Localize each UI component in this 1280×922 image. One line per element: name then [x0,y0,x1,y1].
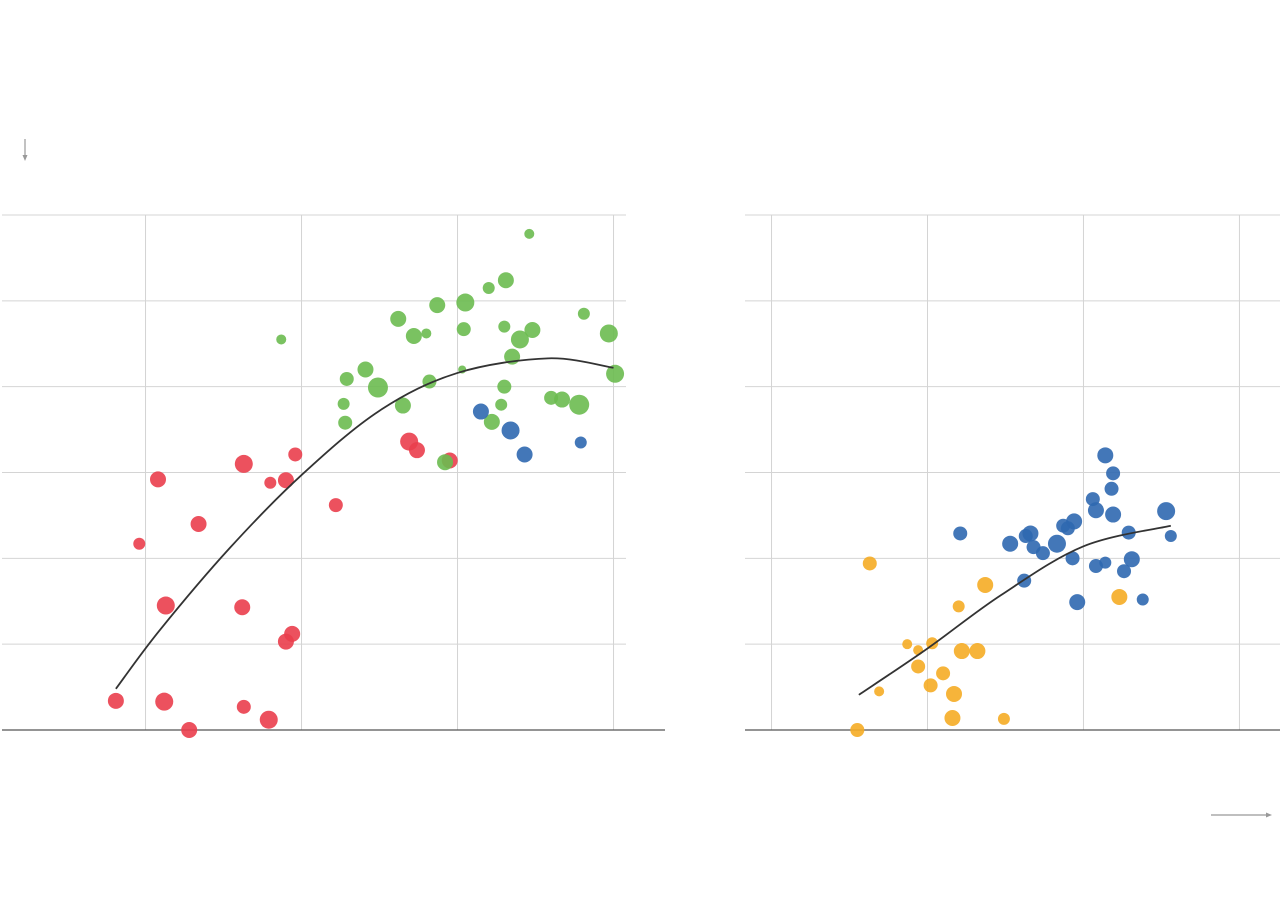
bubble [923,678,938,693]
bubble [259,710,278,729]
bubble [156,596,175,615]
bubble [155,692,174,711]
bubble [953,643,970,660]
bubble [1104,481,1119,496]
bubble [902,639,913,650]
bubble [510,330,529,349]
bubble [1069,594,1086,611]
bubble [1002,535,1019,552]
bubble [497,272,514,289]
bubble [288,447,303,462]
bubble [328,498,343,513]
bubble [577,307,590,320]
bubble [1157,502,1176,521]
bubble [234,599,251,616]
bubble [1047,534,1066,553]
bubble [190,516,207,532]
bubble [107,692,124,709]
bubble [405,328,422,345]
bubble [1136,593,1149,606]
bubble [284,625,301,642]
bubble [516,446,533,463]
bubble [277,472,294,489]
bubble [1065,551,1080,566]
bubble [264,476,277,489]
bubble [495,398,508,411]
bubble [472,403,489,420]
bubble [498,320,511,333]
bubble [276,334,287,345]
bubble [394,397,411,414]
bubble [456,293,475,312]
bubble [357,361,374,378]
bubble [408,442,425,459]
bubble [390,310,407,327]
bubble [874,686,885,697]
bubble [913,645,924,656]
bubble [969,643,986,660]
bubble [1105,506,1122,523]
bubble [1121,525,1136,540]
bubble [997,712,1010,725]
bubble [944,709,961,726]
bubble [133,537,146,550]
bubble [569,394,590,415]
bubble [1097,447,1114,464]
bubble [1035,546,1050,561]
bubble [1088,559,1103,574]
bubble [338,415,353,430]
bubble [150,471,166,488]
down-arrow [22,139,28,161]
bubble [524,322,541,339]
bubble [1123,551,1140,568]
bubble [501,421,520,440]
bubble [429,297,446,314]
right-arrow [1211,812,1272,818]
bubble [850,723,865,737]
bubble [946,685,963,702]
bubble [483,413,500,430]
bubble [1111,588,1128,605]
bubble [953,526,968,541]
bubble [599,324,618,343]
bubble [862,556,877,571]
trend-line [858,524,1172,696]
bubble [337,397,350,410]
bubble [456,322,471,337]
bubble [1087,502,1104,519]
bubble [574,436,587,449]
bubble [554,391,571,408]
bubble [1018,529,1033,544]
bubble [437,454,454,471]
bubble [367,377,388,398]
trend-line [115,357,614,690]
bubble [977,576,994,593]
bubble [936,666,951,681]
bubble [236,699,251,714]
bubble [181,722,198,738]
bubble [234,454,253,473]
bubble [1117,564,1132,579]
bubble [911,659,926,674]
bubble [524,228,535,239]
bubble [497,379,512,394]
bubble [952,600,965,613]
bubble [1106,466,1121,481]
bubble [1060,521,1075,536]
bubble [339,371,354,386]
bubble [482,281,495,294]
bubble [606,364,625,383]
bubble [421,328,432,339]
bubble [1164,530,1177,543]
